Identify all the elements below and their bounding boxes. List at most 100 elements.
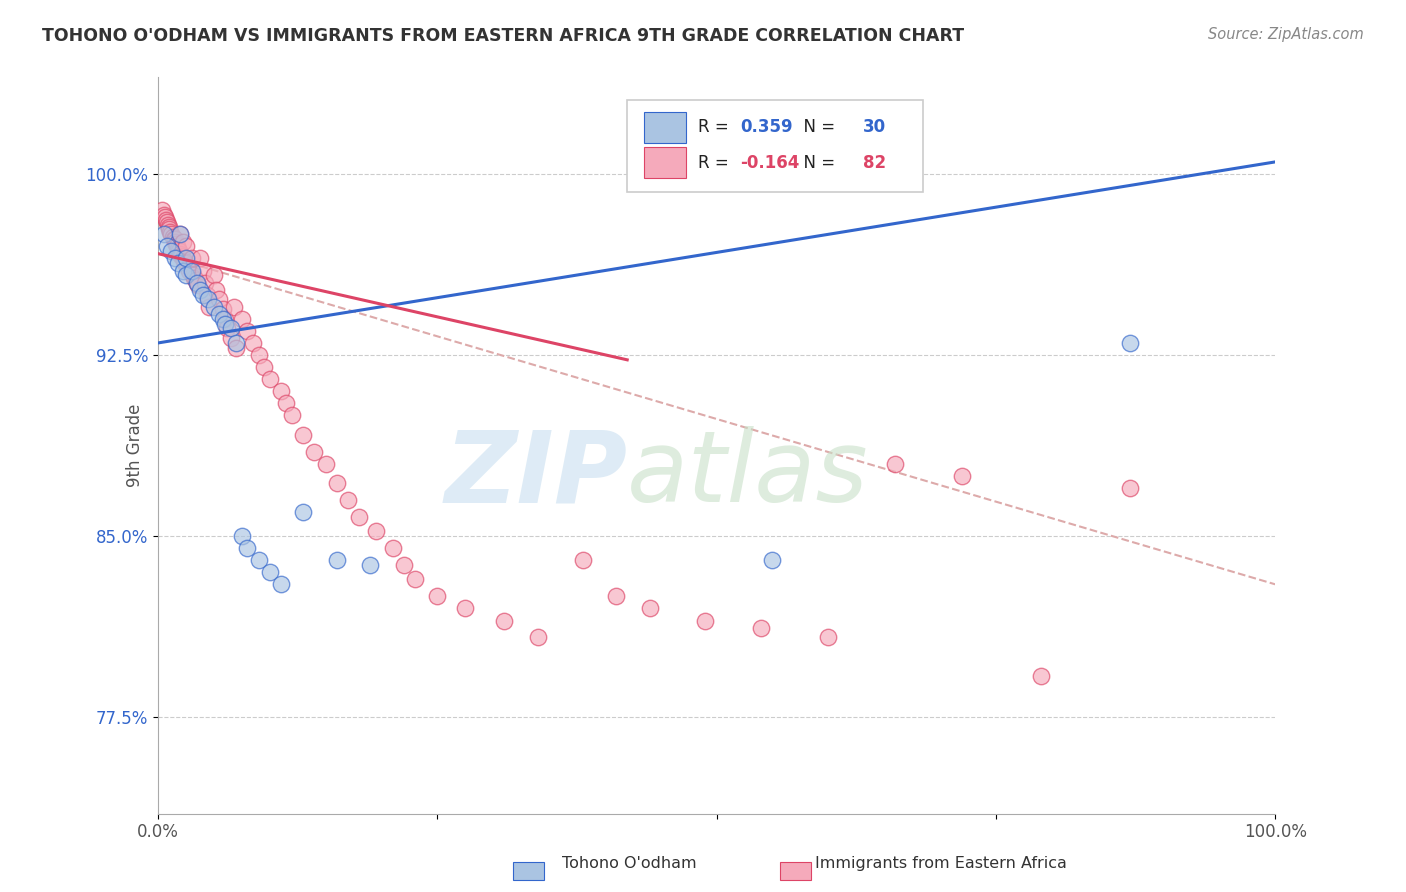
Point: [155, 212, 177, 227]
Point: [186, 276, 208, 290]
Point: [186, 276, 208, 290]
Text: Source: ZipAtlas.com: Source: ZipAtlas.com: [1208, 27, 1364, 42]
Point: [177, 261, 200, 276]
Point: [276, 396, 298, 410]
Text: TOHONO O'ODHAM VS IMMIGRANTS FROM EASTERN AFRICA 9TH GRADE CORRELATION CHART: TOHONO O'ODHAM VS IMMIGRANTS FROM EASTER…: [42, 27, 965, 45]
Point: [172, 252, 194, 266]
Point: [219, 321, 242, 335]
Point: [259, 566, 281, 580]
Point: [817, 631, 839, 645]
Point: [426, 590, 449, 604]
Point: [202, 300, 225, 314]
Text: Tohono O'odham: Tohono O'odham: [562, 855, 697, 871]
Point: [364, 524, 387, 539]
Point: [173, 253, 195, 268]
Point: [292, 505, 315, 519]
Point: [152, 208, 174, 222]
FancyBboxPatch shape: [644, 147, 686, 178]
Text: Immigrants from Eastern Africa: Immigrants from Eastern Africa: [815, 855, 1067, 871]
Point: [336, 492, 359, 507]
Point: [170, 249, 193, 263]
Point: [1119, 481, 1142, 495]
Point: [174, 252, 197, 266]
Point: [214, 317, 236, 331]
Point: [180, 263, 202, 277]
Text: ZIP: ZIP: [444, 426, 627, 524]
Point: [950, 468, 973, 483]
Point: [347, 509, 370, 524]
Text: atlas: atlas: [627, 426, 869, 524]
Point: [225, 341, 247, 355]
Point: [315, 457, 337, 471]
Point: [270, 577, 292, 591]
Point: [359, 558, 381, 572]
Point: [157, 218, 180, 232]
Point: [173, 256, 195, 270]
Point: [404, 573, 426, 587]
Point: [231, 311, 253, 326]
Point: [152, 227, 174, 242]
Point: [326, 475, 349, 490]
Point: [160, 244, 183, 259]
Point: [156, 215, 179, 229]
Point: [454, 601, 477, 615]
Text: -0.164: -0.164: [740, 153, 800, 172]
Point: [231, 529, 253, 543]
Point: [236, 541, 259, 555]
Point: [605, 590, 627, 604]
Point: [172, 235, 194, 249]
Point: [153, 211, 176, 225]
Point: [638, 601, 661, 615]
Point: [222, 300, 245, 314]
Point: [166, 239, 188, 253]
Point: [190, 252, 212, 266]
Point: [208, 293, 231, 307]
Point: [191, 263, 214, 277]
Point: [253, 360, 276, 375]
Point: [190, 283, 212, 297]
Point: [247, 348, 270, 362]
Point: [211, 311, 233, 326]
Point: [527, 631, 550, 645]
Text: R =: R =: [697, 119, 734, 136]
Point: [162, 229, 184, 244]
Text: 0.359: 0.359: [740, 119, 793, 136]
Point: [198, 300, 221, 314]
Point: [304, 444, 326, 458]
FancyBboxPatch shape: [627, 100, 924, 192]
Point: [165, 237, 187, 252]
Point: [163, 232, 186, 246]
Point: [180, 252, 202, 266]
Point: [225, 335, 247, 350]
Point: [167, 242, 190, 256]
Point: [197, 293, 219, 307]
Point: [236, 324, 259, 338]
FancyBboxPatch shape: [644, 112, 686, 143]
Point: [1119, 335, 1142, 350]
Point: [259, 372, 281, 386]
Point: [326, 553, 349, 567]
Point: [494, 614, 516, 628]
Point: [205, 283, 228, 297]
Point: [174, 239, 197, 253]
Point: [174, 268, 197, 283]
Point: [169, 227, 191, 242]
Point: [292, 427, 315, 442]
Point: [159, 225, 181, 239]
Point: [695, 614, 717, 628]
Point: [761, 553, 783, 567]
Point: [176, 259, 198, 273]
Point: [160, 227, 183, 242]
Text: 30: 30: [863, 119, 886, 136]
Point: [202, 268, 225, 283]
Point: [1029, 669, 1052, 683]
Point: [381, 541, 404, 555]
Y-axis label: 9th Grade: 9th Grade: [127, 404, 145, 487]
Point: [571, 553, 593, 567]
Point: [749, 621, 772, 635]
Point: [169, 246, 191, 260]
Text: N =: N =: [793, 119, 839, 136]
Point: [187, 278, 209, 293]
Point: [179, 263, 201, 277]
Point: [163, 252, 186, 266]
